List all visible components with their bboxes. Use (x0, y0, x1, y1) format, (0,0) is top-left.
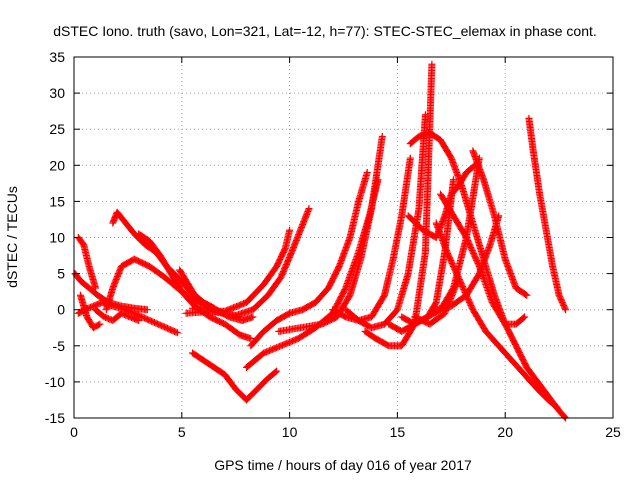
ticks: 0 5 10 15 20 25 -15 -10 -5 0 5 10 15 20 25 30 35 (45, 49, 621, 440)
data-series (275, 132, 386, 335)
data-point (173, 329, 181, 337)
data-point (562, 306, 570, 314)
data-point (272, 368, 280, 376)
x-tick-label: 20 (497, 424, 513, 440)
data-point (378, 132, 386, 140)
x-tick-label: 25 (605, 424, 621, 440)
data-point (428, 60, 436, 68)
data-point (523, 291, 531, 299)
data-point (561, 413, 569, 421)
data-series (361, 60, 436, 350)
grid (74, 57, 613, 418)
data-point (247, 335, 255, 343)
y-tick-label: -5 (53, 338, 66, 354)
y-tick-label: 10 (49, 230, 65, 246)
y-tick-label: -10 (45, 374, 65, 390)
data-point (286, 226, 294, 234)
x-tick-label: 0 (70, 424, 78, 440)
data-series (189, 349, 281, 404)
data-series (176, 266, 218, 312)
y-tick-label: -15 (45, 410, 65, 426)
data-point (363, 169, 371, 177)
y-tick-label: 30 (49, 85, 65, 101)
y-axis-label: dSTEC / TECUs (4, 186, 20, 288)
data-point (522, 290, 530, 298)
data-series (437, 190, 529, 328)
data-point (172, 328, 180, 336)
data-point (92, 284, 100, 292)
chart-title: dSTEC Iono. truth (savo, Lon=321, Lat=-1… (53, 23, 597, 39)
x-tick-label: 10 (282, 424, 298, 440)
data-series (74, 234, 100, 292)
data-series (247, 169, 371, 350)
data-series (189, 205, 313, 319)
data-point (96, 320, 104, 328)
y-tick-label: 0 (57, 302, 65, 318)
data-point (552, 402, 560, 410)
data-point (305, 205, 313, 213)
data-point (133, 316, 141, 324)
data-series (525, 114, 570, 314)
y-tick-label: 35 (49, 49, 65, 65)
x-axis-label: GPS time / hours of day 016 of year 2017 (214, 457, 472, 473)
x-tick-label: 15 (390, 424, 406, 440)
data-point (553, 403, 561, 411)
data-series (329, 154, 414, 325)
data-point (273, 367, 281, 375)
data-point (95, 321, 103, 329)
y-tick-label: 20 (49, 157, 65, 173)
y-tick-label: 25 (49, 121, 65, 137)
data-point (561, 304, 569, 312)
data-series (411, 277, 462, 328)
data-point (135, 317, 143, 325)
data-series (92, 306, 143, 325)
data-series (74, 298, 181, 337)
data-points (71, 60, 570, 422)
data-series (406, 129, 570, 422)
data-point (521, 313, 529, 321)
y-tick-label: 15 (49, 193, 65, 209)
data-series (76, 291, 104, 332)
y-tick-label: 5 (57, 266, 65, 282)
data-point (454, 277, 462, 285)
data-point (249, 313, 257, 321)
data-point (406, 154, 414, 162)
data-series (469, 147, 531, 299)
data-point (449, 176, 457, 184)
x-tick-label: 5 (178, 424, 186, 440)
data-point (143, 306, 151, 314)
data-point (520, 314, 528, 322)
